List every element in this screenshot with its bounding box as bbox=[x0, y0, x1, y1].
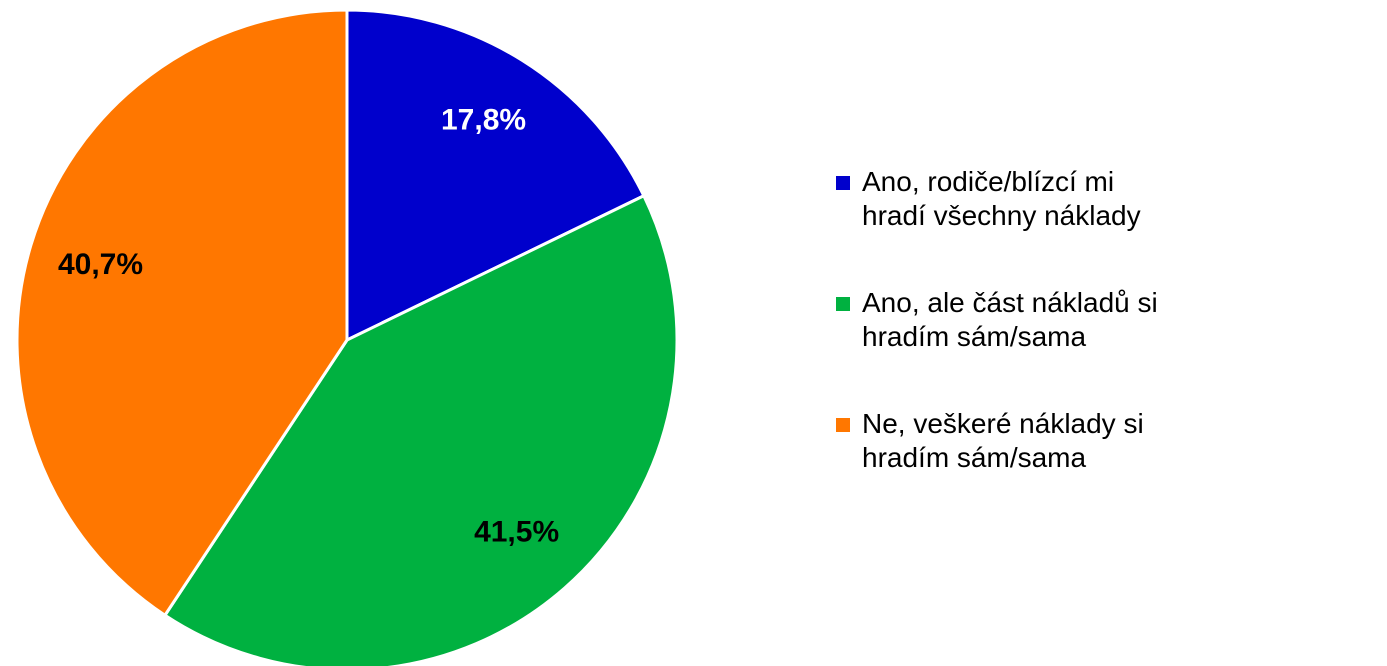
legend-entry: Ne, veškeré náklady si hradím sám/sama bbox=[836, 407, 1181, 475]
legend-swatch bbox=[836, 176, 850, 190]
pie-slice bbox=[345, 8, 646, 343]
pie-area: 17,8% 41,5% 40,7% bbox=[15, 8, 679, 666]
legend-entry: Ano, rodiče/blízcí mi hradí všechny nákl… bbox=[836, 165, 1181, 233]
data-label: 40,7% bbox=[58, 248, 143, 281]
data-label: 41,5% bbox=[474, 516, 559, 549]
legend-entry: Ano, ale část nákladů si hradím sám/sama bbox=[836, 286, 1181, 354]
legend-label: Ne, veškeré náklady si hradím sám/sama bbox=[862, 408, 1144, 473]
legend-label: Ano, rodiče/blízcí mi hradí všechny nákl… bbox=[862, 166, 1141, 231]
pie-slice bbox=[15, 8, 349, 618]
data-label: 17,8% bbox=[441, 104, 526, 137]
legend-label: Ano, ale část nákladů si hradím sám/sama bbox=[862, 287, 1158, 352]
legend-swatch bbox=[836, 297, 850, 311]
legend-swatch bbox=[836, 418, 850, 432]
pie-slice bbox=[162, 193, 679, 666]
